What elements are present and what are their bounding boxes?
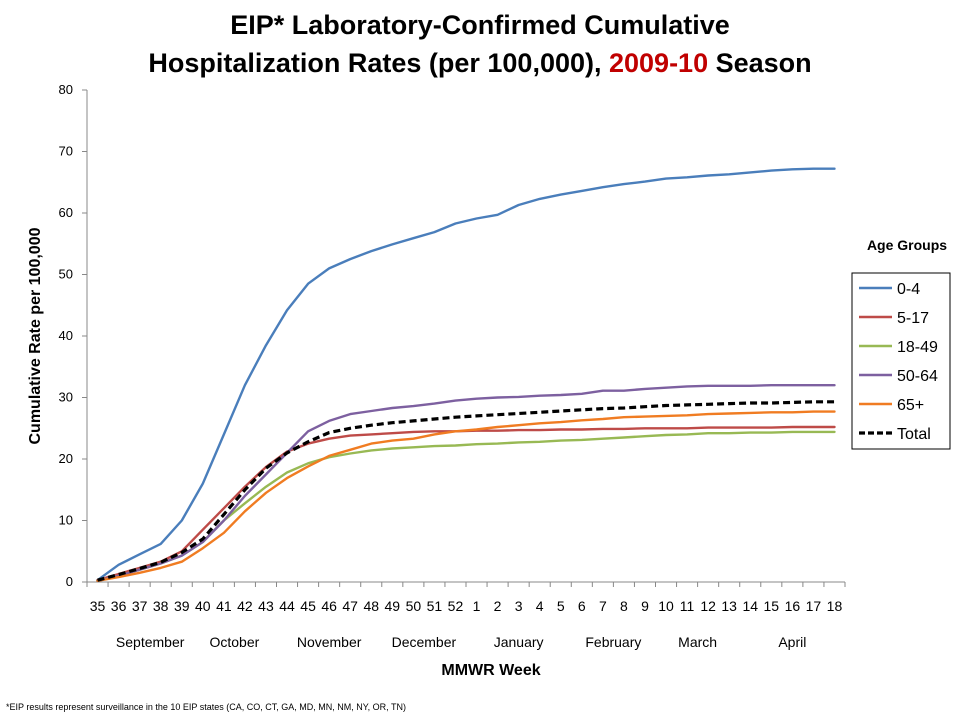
y-tick-label: 40 bbox=[59, 328, 73, 343]
x-tick-label: 1 bbox=[473, 598, 481, 614]
series-line-50-64 bbox=[96, 384, 836, 582]
x-tick-label: 5 bbox=[557, 598, 565, 614]
x-tick-label: 7 bbox=[599, 598, 607, 614]
x-tick-label: 51 bbox=[427, 598, 443, 614]
x-tick-label: 13 bbox=[721, 598, 737, 614]
chart-title-highlight: 2009-10 bbox=[609, 48, 708, 78]
chart-title-line1: EIP* Laboratory-Confirmed Cumulative bbox=[230, 10, 730, 40]
x-tick-label: 12 bbox=[700, 598, 716, 614]
x-tick-label: 18 bbox=[827, 598, 843, 614]
month-label: September bbox=[116, 634, 185, 650]
x-tick-label: 15 bbox=[764, 598, 780, 614]
series-line-18-49 bbox=[96, 430, 836, 582]
y-tick-label: 60 bbox=[59, 205, 73, 220]
series-line-65- bbox=[96, 410, 836, 582]
legend: 0-4 5-17 18-49 50-64 65+ Total bbox=[859, 281, 938, 443]
legend-title: Age Groups bbox=[867, 237, 947, 253]
x-tick-label: 45 bbox=[300, 598, 316, 614]
x-tick-label: 2 bbox=[494, 598, 502, 614]
month-label: December bbox=[392, 634, 457, 650]
x-tick-label: 3 bbox=[515, 598, 523, 614]
x-tick-label: 16 bbox=[785, 598, 801, 614]
y-tick-label: 30 bbox=[59, 390, 73, 405]
month-label: October bbox=[209, 634, 259, 650]
x-tick-label: 48 bbox=[363, 598, 379, 614]
x-tick-label: 10 bbox=[658, 598, 674, 614]
x-tick-label: 46 bbox=[321, 598, 337, 614]
x-tick-label: 11 bbox=[680, 598, 695, 614]
y-axis-ticks: 0 10 20 30 40 50 60 70 80 bbox=[59, 82, 87, 589]
legend-label: 5-17 bbox=[897, 310, 929, 327]
legend-label: 50-64 bbox=[897, 368, 938, 385]
x-tick-label: 36 bbox=[111, 598, 127, 614]
y-tick-label: 20 bbox=[59, 451, 73, 466]
x-tick-label: 6 bbox=[578, 598, 586, 614]
x-axis-ticks: 35 36 37 38 39 40 41 42 43 44 45 46 47 48 49 50 51 52 1 2 3 4… bbox=[86, 582, 846, 614]
x-tick-label: 42 bbox=[237, 598, 253, 614]
x-tick-label: 41 bbox=[216, 598, 232, 614]
legend-label: 18-49 bbox=[897, 339, 938, 356]
chart-title-line2: Hospitalization Rates (per 100,000), 200… bbox=[148, 48, 811, 78]
x-tick-label: 50 bbox=[406, 598, 422, 614]
y-tick-label: 70 bbox=[59, 144, 73, 159]
x-tick-label: 52 bbox=[448, 598, 464, 614]
series-line-total bbox=[97, 400, 835, 582]
month-label: February bbox=[585, 634, 641, 650]
footnote: *EIP results represent surveillance in t… bbox=[6, 702, 406, 712]
x-tick-label: 8 bbox=[620, 598, 628, 614]
y-axis-title: Cumulative Rate per 100,000 bbox=[27, 227, 44, 444]
x-tick-label: 43 bbox=[258, 598, 274, 614]
x-tick-label: 9 bbox=[641, 598, 649, 614]
legend-label: 65+ bbox=[897, 397, 924, 414]
y-tick-label: 10 bbox=[59, 513, 73, 528]
x-tick-label: 44 bbox=[279, 598, 295, 614]
y-tick-label: 80 bbox=[59, 82, 73, 97]
x-tick-label: 40 bbox=[195, 598, 211, 614]
x-tick-label: 49 bbox=[385, 598, 401, 614]
series-lines bbox=[96, 167, 836, 582]
legend-label: Total bbox=[897, 426, 931, 443]
month-label: April bbox=[778, 634, 806, 650]
x-tick-label: 38 bbox=[153, 598, 169, 614]
month-labels: September October November December January F… bbox=[116, 634, 806, 650]
month-label: November bbox=[297, 634, 362, 650]
x-tick-label: 35 bbox=[90, 598, 106, 614]
x-tick-label: 14 bbox=[742, 598, 758, 614]
month-label: January bbox=[494, 634, 544, 650]
x-tick-label: 47 bbox=[342, 598, 358, 614]
chart-title-line2-before: Hospitalization Rates (per 100,000), bbox=[148, 48, 609, 78]
x-axis-title: MMWR Week bbox=[441, 662, 540, 679]
series-line-0-4 bbox=[96, 167, 836, 582]
series-line-5-17 bbox=[96, 425, 836, 582]
y-tick-label: 0 bbox=[66, 574, 73, 589]
month-label: March bbox=[678, 634, 717, 650]
y-tick-label: 50 bbox=[59, 267, 73, 282]
legend-label: 0-4 bbox=[897, 281, 920, 298]
chart-title-line2-after: Season bbox=[708, 48, 812, 78]
x-tick-label: 4 bbox=[536, 598, 544, 614]
x-tick-label: 37 bbox=[132, 598, 148, 614]
legend-box bbox=[851, 272, 951, 450]
x-tick-label: 39 bbox=[174, 598, 190, 614]
x-tick-label: 17 bbox=[806, 598, 822, 614]
